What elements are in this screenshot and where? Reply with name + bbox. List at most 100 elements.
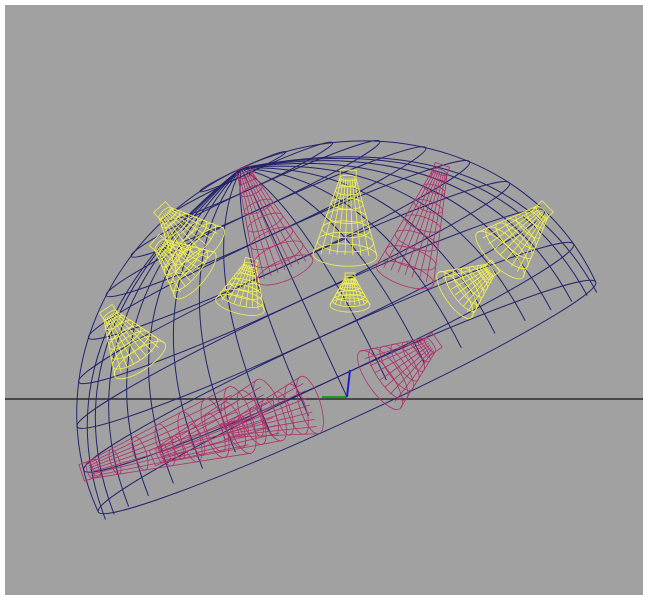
- cone-edge: [159, 409, 271, 456]
- cone-ring: [505, 218, 537, 249]
- dome-meridian-line: [241, 165, 526, 321]
- cone-edge: [320, 177, 343, 255]
- cone-edge: [91, 444, 249, 477]
- cone-housing: [148, 443, 172, 467]
- cone-ring: [452, 268, 481, 305]
- cone-housing: [344, 272, 356, 284]
- cone-ring: [468, 266, 488, 291]
- cone-ring: [108, 325, 142, 350]
- cone-edge: [233, 264, 249, 304]
- cone-edge: [374, 342, 429, 374]
- light-cone: [329, 272, 371, 313]
- cone-ring: [175, 226, 225, 274]
- cone-edge: [494, 210, 541, 250]
- cone-edge: [499, 211, 543, 256]
- cone-housing: [417, 332, 443, 358]
- cone-ring: [188, 424, 206, 456]
- cone-ring: [321, 220, 371, 239]
- cone-ring: [334, 290, 366, 302]
- light-cone: [436, 259, 501, 319]
- cone-ring: [317, 231, 374, 253]
- cone-edge: [328, 177, 345, 255]
- cone-ring: [173, 250, 217, 300]
- cone-ring: [515, 214, 541, 239]
- cone-edge: [159, 402, 268, 454]
- cone-housing: [479, 259, 501, 281]
- dome-meridian-line: [241, 167, 496, 334]
- cone-housing: [530, 200, 554, 224]
- cone-edge: [505, 213, 544, 261]
- cone-edge: [231, 426, 317, 436]
- cone-ring: [413, 199, 444, 214]
- cone-ring: [495, 222, 533, 259]
- dome-meridian-line: [241, 160, 573, 302]
- cone-edge: [91, 436, 246, 475]
- cone-edge: [239, 177, 265, 279]
- dome-meridian-line: [108, 167, 242, 507]
- cone-ring: [368, 347, 409, 401]
- light-cone: [148, 233, 217, 300]
- cone-ring: [224, 283, 262, 300]
- cone-ring: [108, 448, 122, 475]
- cone-ring: [229, 278, 261, 292]
- cone-edge: [241, 176, 272, 276]
- cone-ring: [131, 436, 149, 471]
- cone-edge: [390, 170, 437, 271]
- cone-ring: [256, 254, 314, 286]
- cone-edge: [229, 404, 311, 431]
- cone-edge: [516, 216, 547, 272]
- origin-manipulator: [322, 369, 351, 398]
- cone-ring: [240, 184, 263, 197]
- dome-meridian-line: [241, 157, 588, 296]
- cone-edge: [353, 178, 370, 257]
- cone-edge: [364, 339, 427, 359]
- cone-ring: [249, 406, 264, 437]
- cone-ring: [219, 288, 264, 308]
- cone-edge: [351, 178, 362, 256]
- cone-ring: [335, 186, 360, 196]
- cone-ring: [332, 293, 368, 308]
- cone-ring: [177, 411, 203, 463]
- cone-ring: [390, 343, 420, 382]
- cone-ring: [164, 213, 190, 238]
- cone-edge: [394, 350, 435, 402]
- axis-z: [346, 369, 351, 398]
- light-cone: [220, 375, 324, 440]
- cone-ring: [167, 246, 200, 284]
- cone-ring: [237, 414, 249, 438]
- cone-edge: [344, 277, 350, 306]
- light-cone: [215, 256, 265, 316]
- cone-ring: [112, 335, 158, 370]
- light-cone: [148, 378, 287, 467]
- cone-ring: [485, 226, 529, 270]
- cone-edge: [383, 170, 436, 268]
- light-cone: [312, 169, 378, 267]
- cone-ring: [436, 271, 474, 319]
- cone-edge: [162, 432, 280, 462]
- cone-ring: [296, 375, 324, 435]
- cone-housing: [78, 458, 102, 482]
- cone-edge: [167, 209, 212, 240]
- cone-edge: [228, 383, 304, 425]
- cone-edge: [248, 173, 300, 265]
- cone-edge: [228, 390, 306, 427]
- cone-edge: [411, 172, 443, 278]
- cone-ring: [475, 230, 525, 280]
- cone-edge: [161, 424, 277, 460]
- cone-edge: [231, 418, 315, 434]
- cone-edge: [397, 171, 439, 273]
- cone-edge: [336, 177, 347, 255]
- cone-ring: [394, 229, 439, 252]
- cone-housing: [339, 169, 357, 187]
- cone-ring: [171, 435, 185, 460]
- cone-ring: [261, 399, 279, 436]
- cone-edge: [104, 318, 122, 373]
- cone-ring: [329, 297, 371, 313]
- cone-edge: [404, 171, 441, 276]
- cone-ring: [247, 212, 283, 233]
- cone-ring: [476, 264, 492, 284]
- cone-ring: [337, 286, 363, 297]
- dome-meridian-line: [241, 167, 426, 364]
- light-cone: [375, 161, 451, 290]
